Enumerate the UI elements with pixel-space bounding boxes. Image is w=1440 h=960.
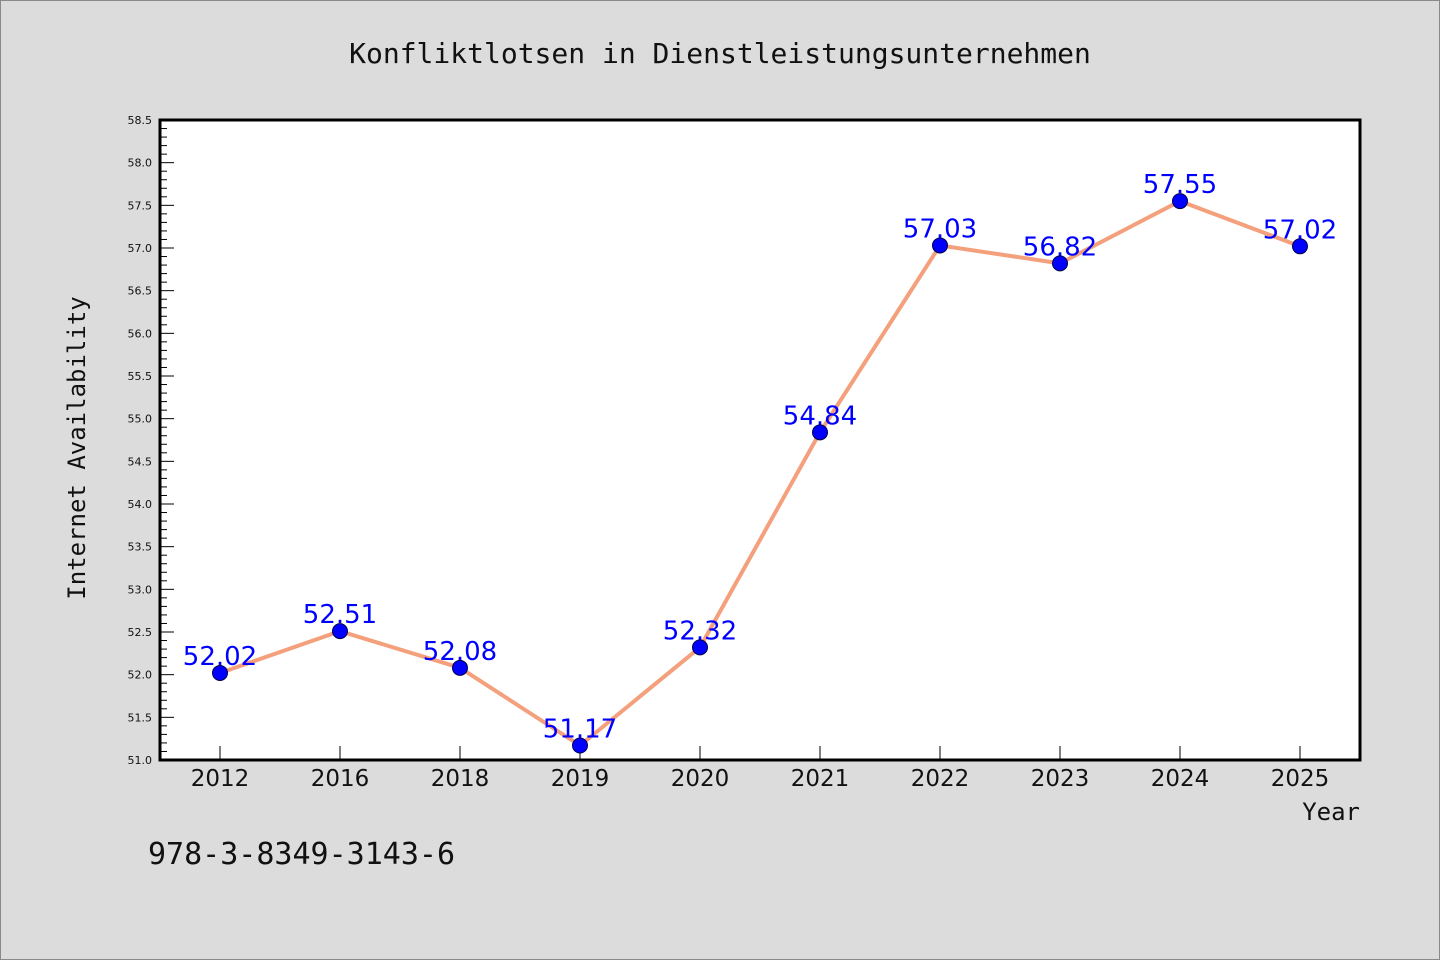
x-tick-label: 2021 bbox=[791, 766, 850, 792]
x-tick-label: 2025 bbox=[1271, 766, 1330, 792]
y-axis-ticks: 51.0 51.5 52.0 52.5 53.0 53.5 54.0 54.5 55.0 55.5… bbox=[128, 114, 174, 767]
y-tick-label: 55.5 bbox=[128, 370, 153, 383]
plot-border bbox=[158, 118, 1362, 762]
y-tick-label: 57.0 bbox=[128, 242, 153, 255]
data-point bbox=[452, 659, 468, 676]
data-label: 57.55 bbox=[1143, 170, 1217, 200]
x-tick-label: 2023 bbox=[1031, 766, 1090, 792]
chart-title: Konfliktlotsen in Dienstleistungsunterne… bbox=[349, 37, 1091, 70]
series-line bbox=[219, 199, 1301, 748]
y-axis-label: Internet Availability bbox=[63, 296, 91, 599]
data-point bbox=[812, 424, 828, 441]
x-tick-label: 2016 bbox=[311, 766, 370, 792]
data-point bbox=[932, 237, 948, 254]
data-point bbox=[1172, 193, 1188, 210]
x-axis-label: Year bbox=[1302, 798, 1360, 826]
y-tick-label: 53.5 bbox=[128, 541, 153, 554]
y-tick-label: 54.5 bbox=[128, 455, 153, 468]
x-tick-label: 2022 bbox=[911, 766, 970, 792]
data-point bbox=[1052, 255, 1068, 272]
y-tick-label: 52.0 bbox=[128, 669, 153, 682]
data-point bbox=[332, 623, 348, 640]
x-tick-label: 2018 bbox=[431, 766, 490, 792]
y-tick-label: 53.0 bbox=[128, 583, 153, 596]
data-label: 57.02 bbox=[1263, 215, 1337, 245]
data-point bbox=[572, 737, 588, 754]
data-label: 57.03 bbox=[903, 214, 977, 244]
plot-area bbox=[160, 120, 1360, 760]
y-tick-label: 52.5 bbox=[128, 626, 153, 639]
y-tick-label: 51.0 bbox=[128, 754, 153, 767]
isbn-text: 978-3-8349-3143-6 bbox=[148, 837, 455, 872]
y-tick-label: 58.5 bbox=[128, 114, 153, 127]
data-label: 54.84 bbox=[783, 401, 857, 431]
data-label: 52.51 bbox=[303, 600, 377, 630]
data-label: 52.08 bbox=[423, 637, 497, 667]
y-tick-label: 57.5 bbox=[128, 199, 153, 212]
data-labels-group: 52.02 52.51 52.08 51.17 52.32 54.84 57.03 56.82… bbox=[183, 170, 1337, 744]
y-tick-label: 58.0 bbox=[128, 157, 153, 170]
x-tick-label: 2020 bbox=[671, 766, 730, 792]
data-label: 52.02 bbox=[183, 642, 257, 672]
x-axis-ticks: 2012 2016 2018 2019 2020 2021 2022 2023 2024 2025 bbox=[191, 746, 1330, 792]
data-label: 56.82 bbox=[1023, 232, 1097, 262]
series-line-group bbox=[219, 199, 1301, 748]
x-tick-label: 2012 bbox=[191, 766, 250, 792]
y-tick-label: 51.5 bbox=[128, 711, 153, 724]
x-tick-label: 2024 bbox=[1151, 766, 1210, 792]
y-tick-label: 56.5 bbox=[128, 285, 153, 298]
x-tick-label: 2019 bbox=[551, 766, 610, 792]
data-label: 51.17 bbox=[543, 714, 617, 744]
y-tick-label: 54.0 bbox=[128, 498, 153, 511]
y-tick-label: 56.0 bbox=[128, 327, 153, 340]
series-points-group bbox=[212, 193, 1308, 754]
data-label: 52.32 bbox=[663, 616, 737, 646]
data-point bbox=[692, 639, 708, 656]
data-point bbox=[1292, 238, 1308, 255]
y-tick-label: 55.0 bbox=[128, 413, 153, 426]
data-point bbox=[212, 664, 228, 681]
